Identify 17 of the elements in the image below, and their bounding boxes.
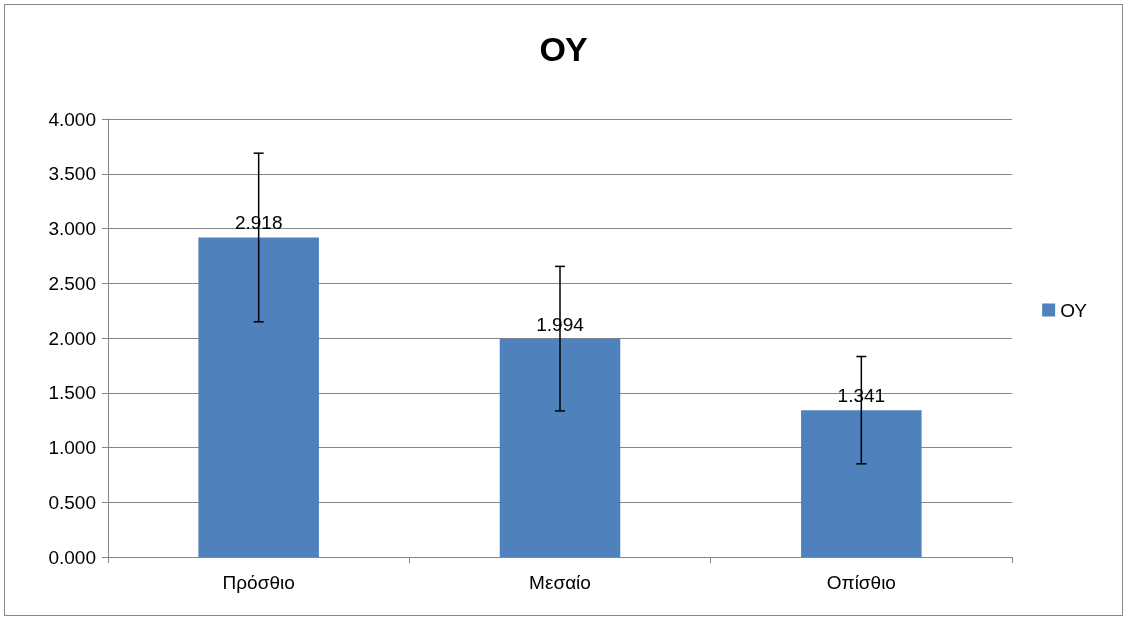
y-tick-label: 1.000 [48, 437, 96, 458]
legend-label: ΟΥ [1060, 299, 1088, 321]
y-tick-label: 3.500 [48, 163, 96, 185]
x-tick-label: Οπίσθιο [826, 572, 896, 593]
bar [499, 338, 621, 557]
bar [198, 237, 319, 557]
y-tick-label: 3.000 [48, 218, 96, 239]
bar [801, 410, 922, 557]
chart-title: ΟΥ [539, 30, 588, 68]
y-tick-label: 2.500 [48, 272, 96, 294]
y-tick-label: 0.000 [48, 546, 96, 568]
y-tick-label: 1.500 [48, 382, 96, 404]
x-tick-label: Μεσαίο [529, 572, 591, 593]
y-tick-label: 2.000 [48, 327, 96, 349]
y-tick-label: 4.000 [48, 108, 96, 130]
y-tick-label: 0.500 [48, 491, 96, 513]
x-tick-label: Πρόσθιο [222, 572, 295, 593]
